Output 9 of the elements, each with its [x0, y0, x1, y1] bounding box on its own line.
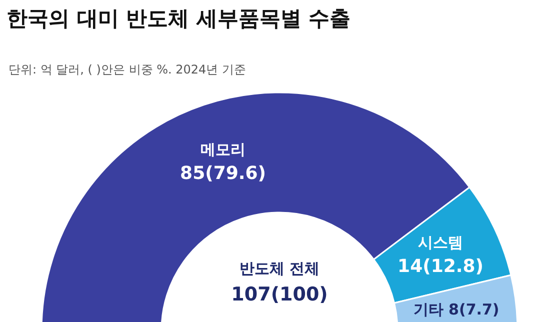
data-label: 85(79.6) — [180, 163, 266, 184]
chart-subtitle: 단위: 억 달러, ( )안은 비중 %. 2024년 기준 — [8, 62, 246, 76]
text: 107(100) — [231, 284, 328, 306]
text: 반도체 전체 — [239, 260, 320, 278]
slice-label: 메모리 — [200, 140, 246, 159]
chart-title: 한국의 대미 반도체 세부품목별 수출 — [6, 6, 351, 30]
data-label: 14(12.8) — [398, 256, 484, 278]
slice-label: 기타 8(7.7) — [413, 300, 500, 319]
slice-label: 시스템 — [418, 234, 464, 252]
